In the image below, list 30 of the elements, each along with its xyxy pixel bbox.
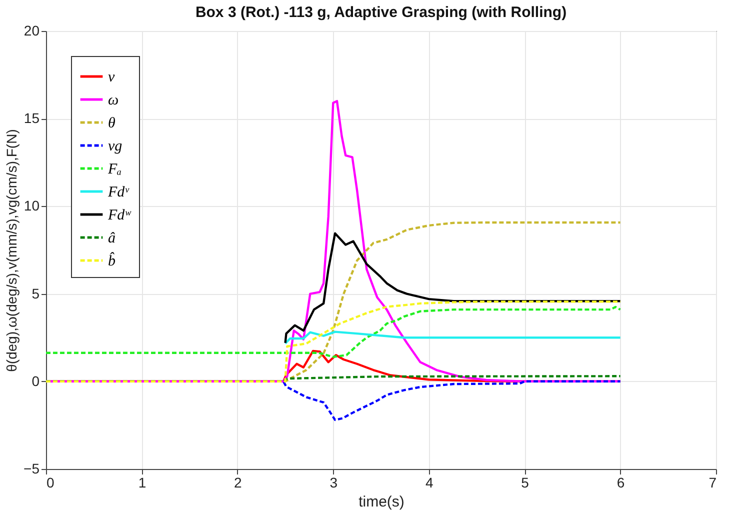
x-tick-label: 7 [708,474,717,490]
x-tick-label: 1 [138,474,146,490]
y-tick-label: 15 [24,110,40,126]
y-tick-label: 20 [24,22,40,38]
chart-title: Box 3 (Rot.) -113 g, Adaptive Grasping (with Rolling) [195,4,567,21]
x-axis-title: time(s) [358,494,404,510]
legend-label: Fₐ [107,162,122,178]
line-series [44,300,622,382]
legend-label: ω [108,92,119,108]
legend-label: b̂ [108,252,116,270]
line-series [44,306,622,358]
line-series [284,232,622,344]
legend-label: Fdᵛ [107,184,130,200]
line-series [284,330,622,345]
x-tick-label: 5 [521,474,530,490]
x-tick-label: 0 [46,474,54,490]
y-axis-title: θ(deg),ω(deg/s),v(mm/s),vg(cm/s),F(N) [4,129,20,372]
x-tick-label: 2 [234,474,242,490]
legend-label: θ [108,116,116,132]
y-tick-label: 10 [24,198,40,214]
y-tick-label: −5 [24,460,40,476]
legend-label: â [108,230,116,246]
x-tick-label: 3 [330,474,338,490]
legend-label: vg [108,138,123,154]
legend-label: Fdʷ [107,208,132,224]
legend-label: v [108,70,115,86]
x-tick-label: 6 [616,474,625,490]
y-tick-label: 5 [32,285,40,302]
y-tick-label: 0 [32,372,40,389]
x-tick-label: 4 [425,474,434,490]
